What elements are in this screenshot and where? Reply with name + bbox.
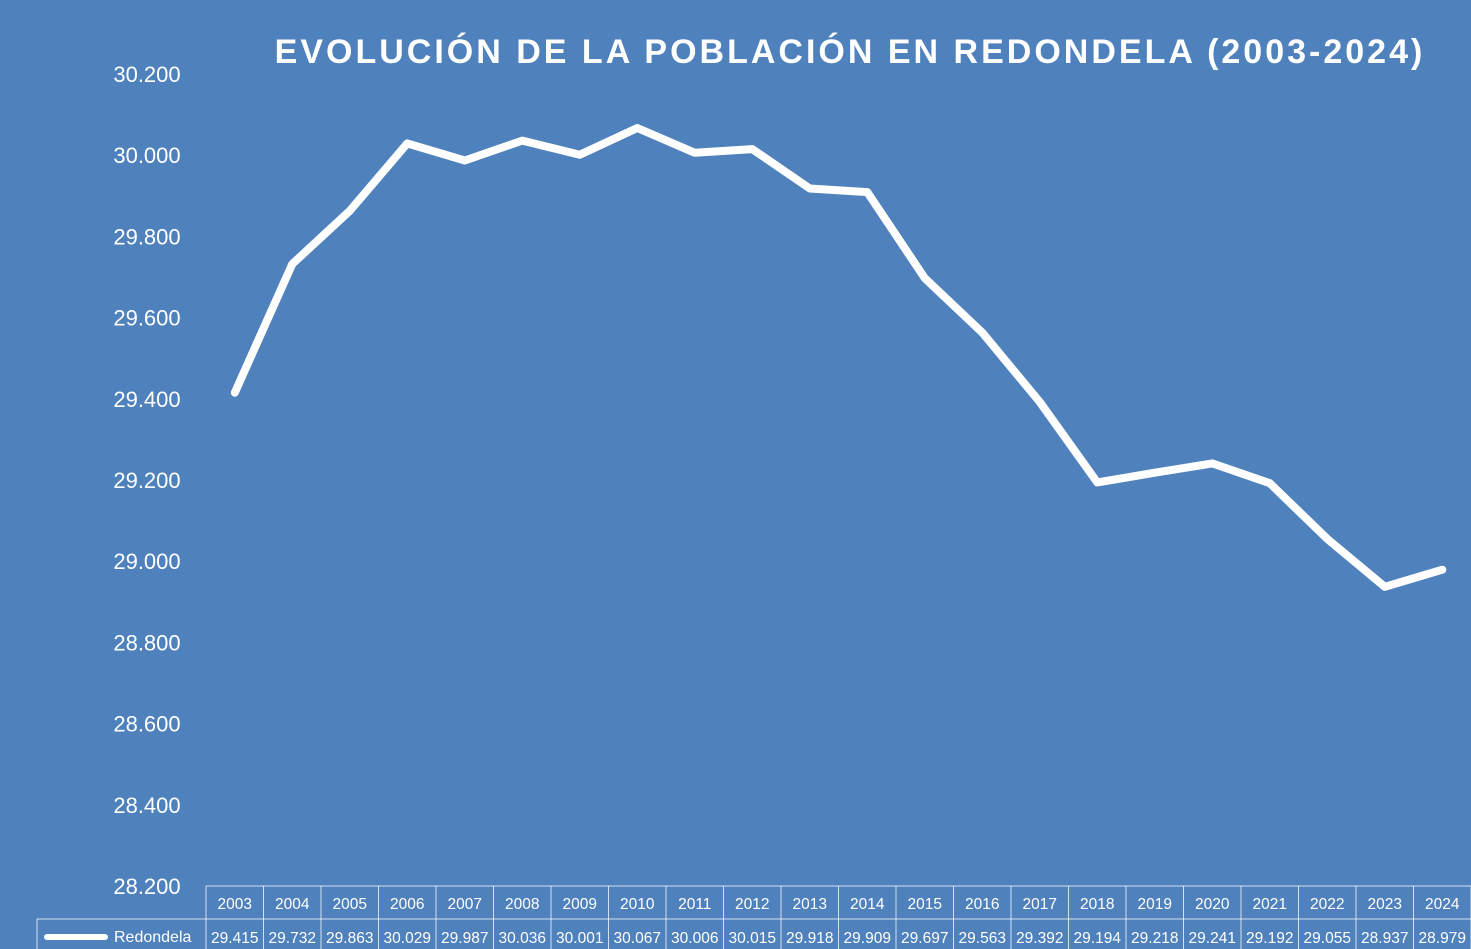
data-point	[866, 191, 869, 194]
legend-label: Redondela	[114, 929, 192, 946]
data-label: 29.241	[1189, 930, 1236, 947]
data-label: 29.918	[786, 930, 833, 947]
y-tick-label: 30.000	[113, 143, 180, 168]
data-point	[1096, 481, 1099, 484]
y-tick-label: 28.200	[113, 874, 180, 899]
data-label: 29.987	[441, 930, 488, 947]
chart-title: EVOLUCIÓN DE LA POBLACIÓN EN REDONDELA (…	[275, 33, 1426, 71]
data-point	[808, 187, 811, 190]
y-axis: 28.200 28.400 28.600 28.800 29.000 29.200 29.4…	[113, 62, 180, 899]
series-layer	[230, 124, 1447, 591]
data-label: 29.192	[1246, 930, 1293, 947]
y-tick-label: 28.400	[113, 793, 180, 818]
data-label: 30.015	[729, 930, 776, 947]
data-point	[521, 139, 524, 142]
x-tick-label: 2021	[1253, 896, 1287, 913]
data-point	[406, 142, 409, 145]
data-point	[578, 153, 581, 156]
data-point	[1153, 471, 1156, 474]
data-point	[463, 159, 466, 162]
x-tick-label: 2013	[793, 896, 827, 913]
data-label: 29.055	[1304, 930, 1351, 947]
data-point	[1211, 462, 1214, 465]
data-label: 28.937	[1361, 930, 1408, 947]
data-point	[233, 391, 236, 394]
x-tick-label: 2006	[390, 896, 424, 913]
data-label: 29.563	[959, 930, 1006, 947]
data-point	[751, 148, 754, 151]
data-label: 29.909	[844, 930, 891, 947]
x-tick-label: 2003	[218, 896, 252, 913]
data-point	[1383, 585, 1386, 588]
x-tick-label: 2019	[1138, 896, 1172, 913]
data-label: 29.392	[1016, 930, 1063, 947]
y-tick-label: 29.600	[113, 306, 180, 331]
x-tick-label: 2005	[333, 896, 367, 913]
data-point	[291, 263, 294, 266]
data-label: 30.001	[556, 930, 603, 947]
data-label: 28.979	[1419, 930, 1466, 947]
x-tick-label: 2012	[735, 896, 769, 913]
data-label: 29.194	[1074, 930, 1122, 947]
x-tick-label: 2018	[1080, 896, 1114, 913]
x-tick-label: 2014	[850, 896, 885, 913]
x-tick-label: 2016	[965, 896, 999, 913]
data-point	[1326, 537, 1329, 540]
data-label: 30.067	[614, 930, 661, 947]
y-tick-label: 29.000	[113, 549, 180, 574]
data-label: 29.863	[326, 930, 373, 947]
data-label: 29.732	[269, 930, 316, 947]
data-label: 30.036	[499, 930, 546, 947]
y-tick-label: 29.800	[113, 224, 180, 249]
data-point	[1441, 568, 1444, 571]
x-tick-label: 2010	[620, 896, 655, 913]
data-point	[981, 331, 984, 334]
data-label: 30.029	[384, 930, 431, 947]
data-point	[348, 209, 351, 212]
x-tick-label: 2015	[908, 896, 942, 913]
data-point	[1268, 482, 1271, 485]
data-table: 2003 29.415 2004 29.732 2005 29.863 2006 30.029…	[36, 885, 1471, 949]
data-label: 29.218	[1131, 930, 1178, 947]
data-point	[923, 277, 926, 280]
x-tick-label: 2009	[563, 896, 597, 913]
x-tick-label: 2004	[275, 896, 310, 913]
data-point	[1038, 401, 1041, 404]
series-line-redondela	[230, 124, 1447, 591]
data-label: 29.697	[901, 930, 948, 947]
x-tick-label: 2007	[448, 896, 482, 913]
x-tick-label: 2023	[1368, 896, 1402, 913]
y-tick-label: 28.600	[113, 712, 180, 737]
x-tick-label: 2011	[678, 896, 711, 913]
drop-lines	[234, 127, 1443, 886]
x-tick-label: 2024	[1425, 896, 1460, 913]
data-label: 29.415	[211, 930, 258, 947]
data-label: 30.006	[671, 930, 718, 947]
x-tick-label: 2017	[1023, 896, 1057, 913]
x-tick-label: 2008	[505, 896, 539, 913]
y-tick-label: 28.800	[113, 630, 180, 655]
y-tick-label: 29.400	[113, 387, 180, 412]
data-point	[693, 151, 696, 154]
x-tick-label: 2020	[1195, 896, 1230, 913]
y-tick-label: 30.200	[113, 62, 180, 87]
data-point	[636, 126, 639, 129]
y-tick-label: 29.200	[113, 468, 180, 493]
x-tick-label: 2022	[1310, 896, 1344, 913]
